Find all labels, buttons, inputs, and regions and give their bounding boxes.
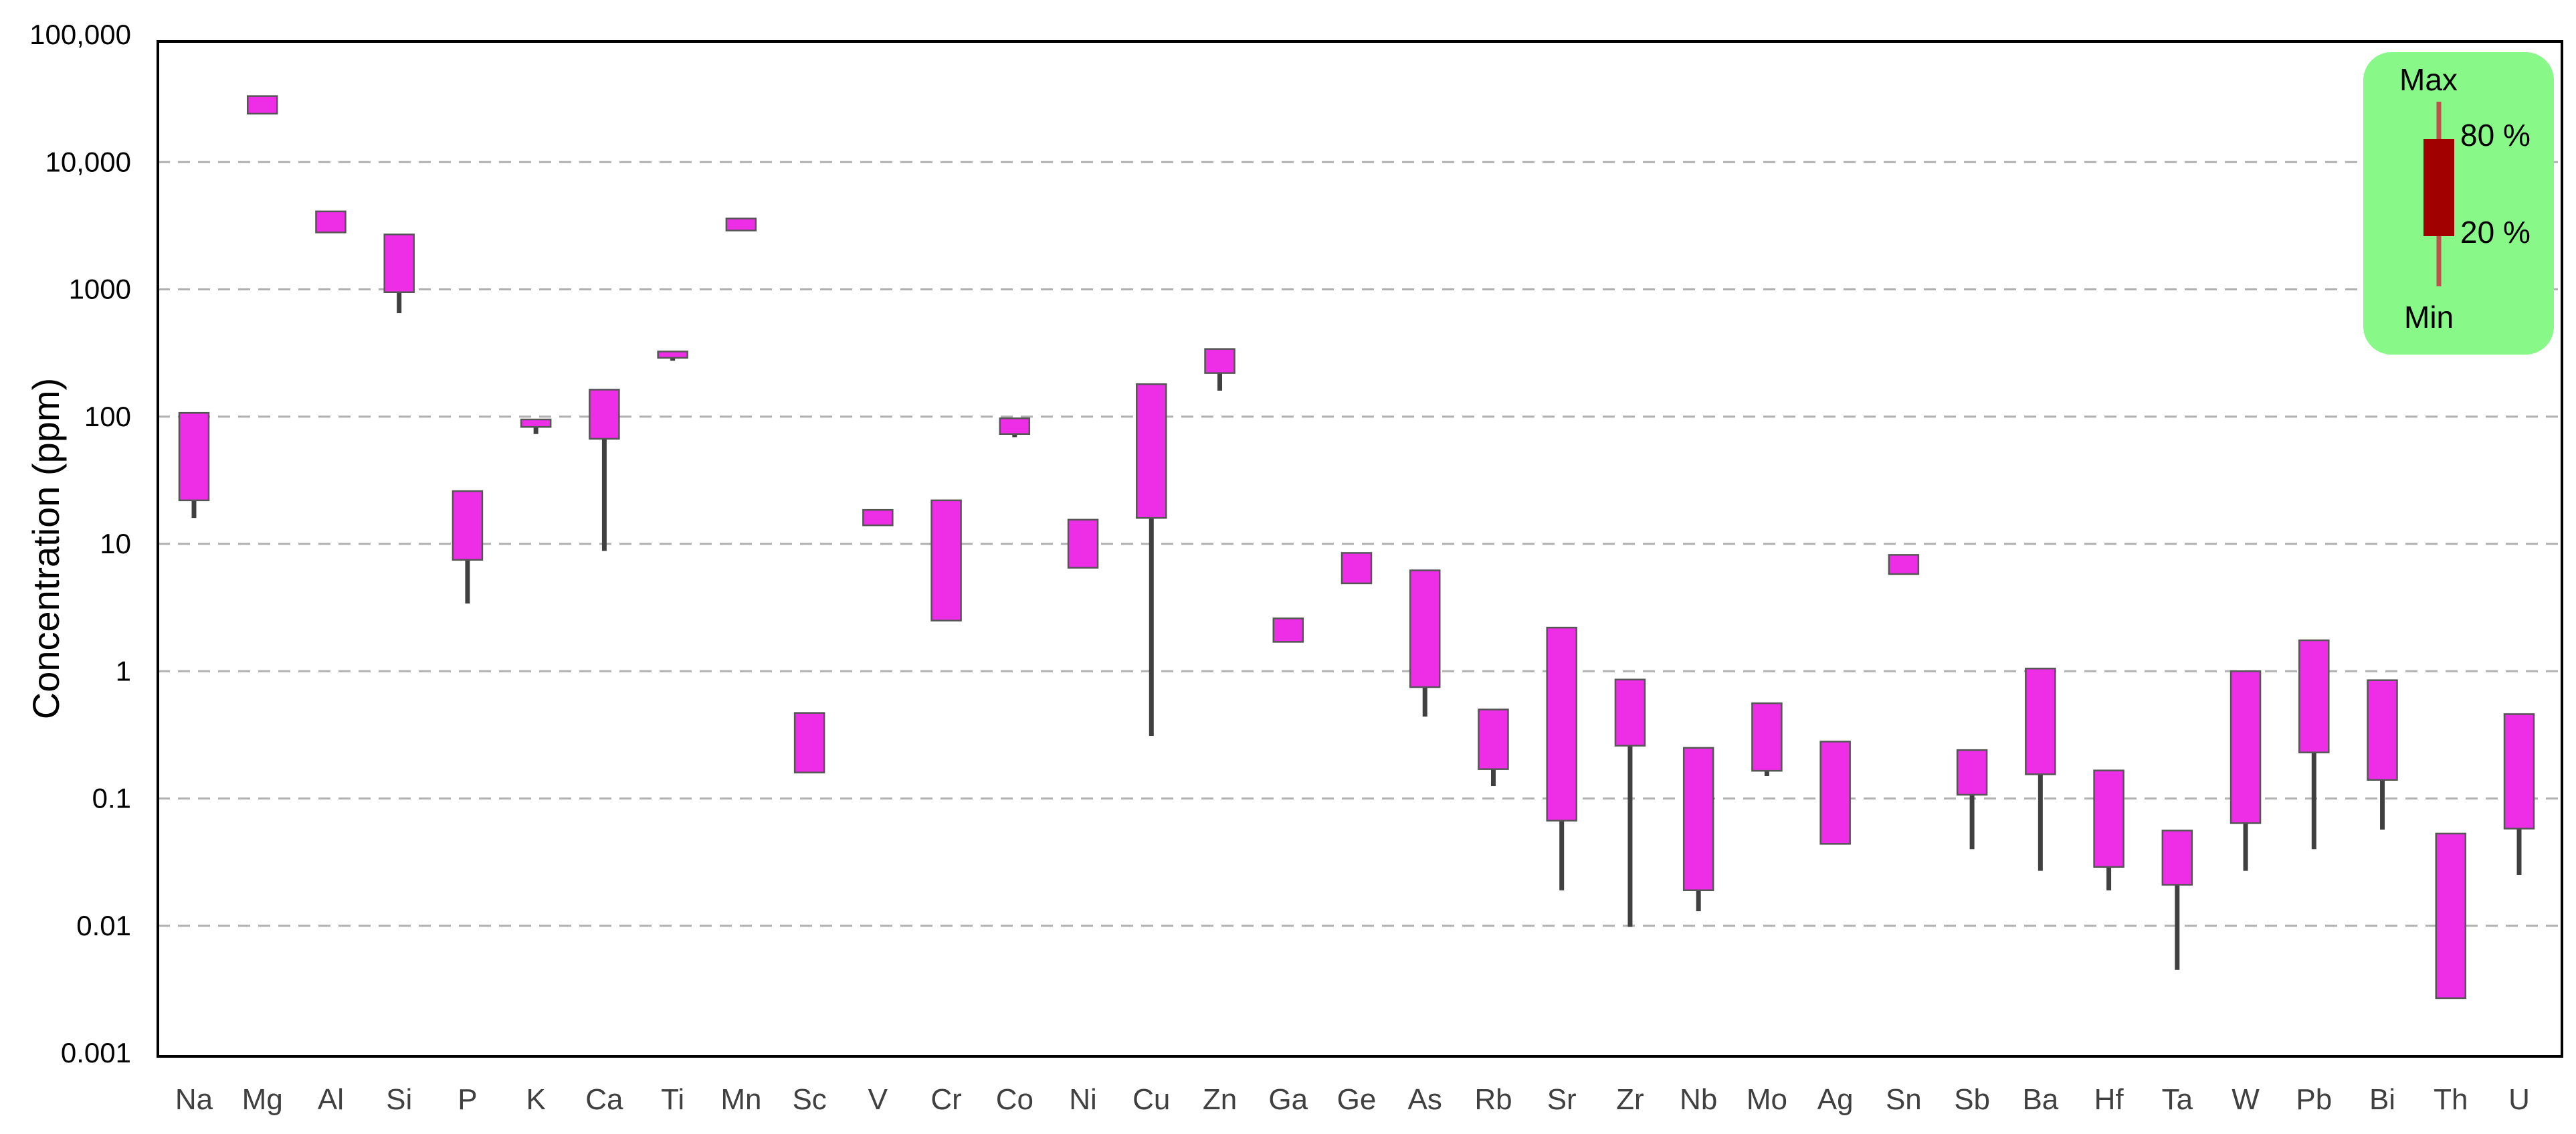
y-axis-ticks: 100,000 10,000 1000 100 10 1 0.1 0.01 0.001: [29, 19, 131, 1068]
x-tick-label: Ag: [1817, 1083, 1854, 1116]
range-box-hf: [2093, 769, 2124, 868]
range-box-sn: [1888, 554, 1920, 575]
range-box-k: [520, 418, 552, 428]
whiskers: [191, 292, 2522, 970]
x-tick-label: K: [526, 1083, 545, 1116]
x-tick-label: U: [2508, 1083, 2530, 1116]
range-box-sr: [1546, 626, 1577, 822]
x-axis-ticks: Na Mg Al Si P K Ca Ti Mn Sc V Cr Co Ni Cu Zn Ga Ge As Rb Sr Z…: [175, 1083, 2530, 1116]
x-tick-label: Ga: [1268, 1083, 1308, 1116]
x-tick-label: Si: [386, 1083, 412, 1116]
legend-background: [2363, 52, 2554, 355]
x-tick-label: Mg: [242, 1083, 283, 1116]
x-tick-label: Ti: [661, 1083, 684, 1116]
y-tick-label: 10,000: [45, 146, 131, 177]
x-tick-label: Ge: [1337, 1083, 1377, 1116]
legend: Max 80 % 20 % Min: [2363, 52, 2554, 355]
legend-min-label: Min: [2404, 300, 2454, 335]
x-tick-label: Al: [318, 1083, 344, 1116]
range-box-v: [862, 508, 894, 527]
x-tick-label: Nb: [1680, 1083, 1717, 1116]
x-tick-label: As: [1408, 1083, 1442, 1116]
x-tick-label: Sr: [1547, 1083, 1577, 1116]
y-tick-label: 0.1: [92, 783, 131, 814]
y-tick-label: 1: [116, 655, 131, 686]
range-box-ge: [1341, 552, 1373, 585]
range-box-cu: [1136, 383, 1167, 519]
range-box-mn: [725, 217, 757, 231]
y-tick-label: 100,000: [29, 19, 131, 50]
range-box-na: [178, 411, 210, 502]
range-box-cr: [930, 499, 962, 622]
y-tick-label: 0.001: [61, 1037, 131, 1068]
x-tick-label: Hf: [2094, 1083, 2124, 1116]
x-tick-label: Sc: [792, 1083, 826, 1116]
range-box-pb: [2298, 639, 2330, 753]
x-tick-label: P: [458, 1083, 477, 1116]
x-tick-label: W: [2232, 1083, 2260, 1116]
x-tick-label: Ba: [2022, 1083, 2058, 1116]
legend-p20-label: 20 %: [2460, 215, 2531, 250]
range-box-w: [2230, 670, 2262, 824]
range-box-bi: [2367, 679, 2398, 781]
range-box-nb: [1682, 747, 1714, 891]
x-tick-label: Rb: [1474, 1083, 1512, 1116]
range-box-al: [315, 210, 346, 233]
range-box-ag: [1819, 741, 1851, 845]
x-tick-label: Na: [175, 1083, 213, 1116]
x-tick-label: Pb: [2296, 1083, 2332, 1116]
legend-max-label: Max: [2399, 62, 2458, 97]
range-box-ba: [2025, 667, 2056, 775]
gridlines: [158, 161, 2562, 927]
y-tick-label: 10: [100, 528, 131, 559]
x-tick-label: Zr: [1616, 1083, 1644, 1116]
range-box-sb: [1956, 749, 1988, 796]
x-tick-label: Th: [2434, 1083, 2468, 1116]
y-axis-label: Concentration (ppm): [25, 378, 67, 719]
range-box-zr: [1614, 678, 1646, 747]
x-tick-label: Bi: [2369, 1083, 2395, 1116]
range-box-sc: [793, 712, 825, 773]
range-box-ni: [1067, 518, 1099, 569]
x-tick-label: Sn: [1886, 1083, 1922, 1116]
range-box-zn: [1204, 348, 1235, 374]
plot-area-frame: [157, 40, 2563, 1058]
range-box-ti: [657, 351, 688, 359]
x-tick-label: Mo: [1747, 1083, 1787, 1116]
x-tick-label: Co: [996, 1083, 1033, 1116]
range-box-p: [452, 490, 484, 561]
x-tick-label: Ta: [2162, 1083, 2193, 1116]
x-tick-label: Zn: [1203, 1083, 1237, 1116]
range-box-mo: [1751, 702, 1783, 772]
range-boxes: [178, 95, 2535, 1000]
legend-p80-label: 80 %: [2460, 118, 2531, 153]
x-tick-label: Ni: [1069, 1083, 1097, 1116]
range-box-as: [1409, 569, 1441, 688]
x-tick-label: V: [868, 1083, 888, 1116]
range-box-th: [2435, 832, 2467, 1000]
range-box-co: [999, 417, 1031, 436]
range-box-ga: [1272, 618, 1304, 643]
range-box-u: [2503, 713, 2535, 830]
range-box-ca: [589, 389, 620, 440]
y-tick-label: 1000: [69, 274, 131, 305]
y-tick-label: 100: [84, 401, 131, 432]
range-box-ta: [2161, 830, 2193, 886]
y-tick-label: 0.01: [76, 910, 131, 941]
range-box-rb: [1478, 708, 1509, 770]
x-tick-label: Cr: [930, 1083, 961, 1116]
legend-box: [2423, 139, 2454, 236]
x-tick-label: Ca: [585, 1083, 623, 1116]
range-box-mg: [246, 95, 278, 115]
x-tick-label: Cu: [1132, 1083, 1170, 1116]
x-tick-label: Mn: [720, 1083, 761, 1116]
range-box-si: [383, 233, 415, 293]
x-tick-label: Sb: [1954, 1083, 1990, 1116]
